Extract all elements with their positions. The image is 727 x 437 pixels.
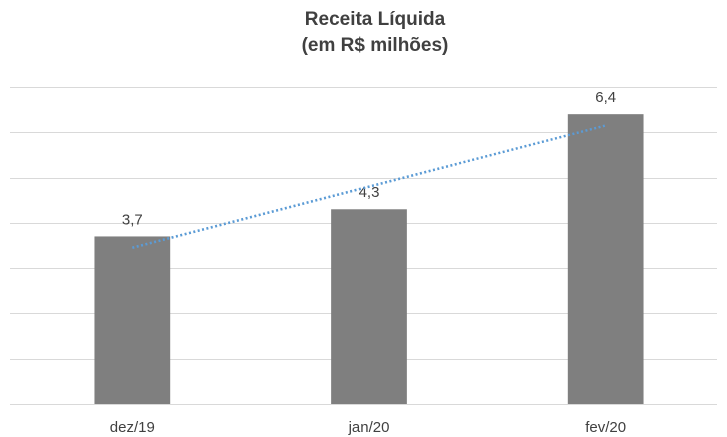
bar xyxy=(567,114,644,405)
x-tick-label: fev/20 xyxy=(585,419,626,436)
x-tick-label: jan/20 xyxy=(348,419,390,436)
data-label: 6,4 xyxy=(595,89,616,106)
chart-subtitle: (em R$ milhões) xyxy=(302,35,449,56)
chart-title: Receita Líquida xyxy=(305,9,446,30)
x-tick-label: dez/19 xyxy=(110,419,155,436)
bar xyxy=(94,236,171,404)
data-label: 3,7 xyxy=(122,211,143,228)
trendline xyxy=(132,124,606,249)
bar xyxy=(331,209,407,404)
